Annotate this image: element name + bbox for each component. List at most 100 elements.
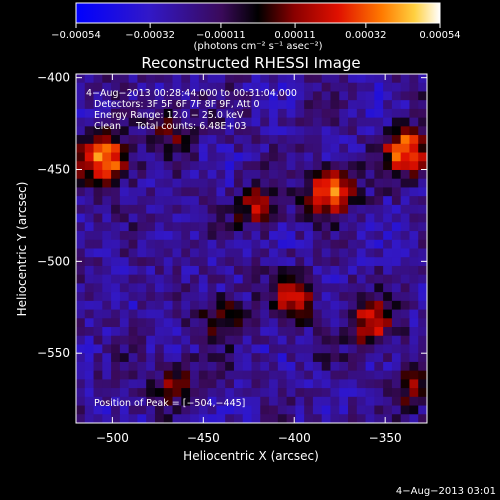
heatmap-cell	[286, 117, 296, 127]
heatmap-cell	[198, 161, 209, 171]
heatmap-cell	[76, 117, 86, 127]
heatmap-cell	[400, 283, 410, 293]
heatmap-cell	[365, 239, 375, 249]
heatmap-cell	[93, 231, 103, 241]
heatmap-cell	[348, 204, 358, 215]
heatmap-cell	[102, 283, 112, 293]
heatmap-cell	[242, 239, 252, 249]
heatmap-cell	[260, 361, 270, 372]
heatmap-cell	[277, 300, 288, 311]
heatmap-cell	[172, 91, 182, 101]
heatmap-cell	[111, 344, 121, 354]
heatmap-cell	[163, 309, 174, 319]
heatmap-cell	[418, 74, 427, 84]
heatmap-cell	[391, 117, 402, 127]
heatmap-cell	[190, 91, 200, 101]
heatmap-cell	[251, 239, 261, 249]
heatmap-cell	[321, 327, 331, 337]
heatmap-cell	[400, 135, 410, 145]
heatmap-cell	[128, 204, 138, 215]
heatmap-cell	[374, 414, 384, 423]
heatmap-cell	[93, 74, 103, 84]
heatmap-cell	[163, 265, 174, 276]
heatmap-cell	[330, 187, 340, 197]
heatmap-cell	[295, 388, 305, 398]
heatmap-cell	[119, 152, 130, 162]
heatmap-cell	[242, 353, 252, 363]
heatmap-cell	[225, 257, 235, 267]
heatmap-cell	[260, 231, 270, 241]
heatmap-cell	[111, 353, 121, 363]
heatmap-cell	[269, 196, 279, 206]
heatmap-cell	[163, 388, 174, 398]
heatmap-cell	[374, 91, 384, 101]
heatmap-cell	[128, 178, 138, 188]
heatmap-cell	[304, 257, 314, 267]
heatmap-cell	[295, 414, 305, 423]
heatmap-cell	[84, 370, 95, 380]
heatmap-cell	[84, 91, 95, 101]
heatmap-cell	[137, 388, 147, 398]
heatmap-cell	[146, 126, 156, 136]
heatmap-cell	[365, 248, 375, 258]
heatmap-cell	[339, 152, 349, 162]
heatmap-cell	[304, 135, 314, 145]
heatmap-cell	[277, 388, 288, 398]
heatmap-cell	[146, 196, 156, 206]
heatmap-cell	[277, 283, 288, 293]
heatmap-cell	[84, 213, 95, 223]
heatmap-cell	[76, 327, 86, 337]
heatmap-cell	[339, 361, 349, 372]
heatmap-cell	[409, 196, 419, 206]
heatmap-cell	[172, 187, 182, 197]
heatmap-cell	[312, 126, 323, 136]
heatmap-cell	[365, 196, 375, 206]
heatmap-cell	[304, 414, 314, 423]
heatmap-cell	[260, 309, 270, 319]
heatmap-cell	[225, 344, 235, 354]
heatmap-cell	[128, 169, 138, 180]
heatmap-cell	[111, 152, 121, 162]
heatmap-cell	[383, 248, 393, 258]
heatmap-cell	[207, 292, 217, 302]
heatmap-cell	[312, 152, 323, 162]
heatmap-cell	[190, 309, 200, 319]
heatmap-cell	[269, 169, 279, 180]
heatmap-cell	[348, 300, 358, 311]
heatmap-cell	[400, 327, 410, 337]
heatmap-cell	[181, 82, 191, 92]
heatmap-cell	[348, 265, 358, 276]
heatmap-cell	[119, 318, 130, 328]
heatmap-cell	[181, 169, 191, 180]
heatmap-cell	[383, 353, 393, 363]
heatmap-cell	[233, 248, 244, 258]
heatmap-cell	[216, 379, 226, 389]
heatmap-cell	[172, 74, 182, 84]
heatmap-cell	[286, 327, 296, 337]
heatmap-cell	[242, 126, 252, 136]
heatmap-cell	[172, 265, 182, 276]
heatmap-cell	[198, 379, 209, 389]
heatmap-cell	[76, 396, 86, 407]
heatmap-cell	[146, 265, 156, 276]
heatmap-cell	[312, 82, 323, 92]
heatmap-cell	[163, 91, 174, 101]
heatmap-cell	[304, 143, 314, 154]
heatmap-cell	[339, 222, 349, 232]
heatmap-cell	[260, 108, 270, 119]
heatmap-cell	[137, 396, 147, 407]
annotation-peak-position: Position of Peak = [−504,−445]	[94, 398, 245, 409]
heatmap-cell	[269, 108, 279, 119]
heatmap-cell	[119, 283, 130, 293]
heatmap-cell	[409, 239, 419, 249]
heatmap-cell	[119, 327, 130, 337]
heatmap-cell	[374, 74, 384, 84]
heatmap-cell	[207, 414, 217, 423]
heatmap-cell	[374, 292, 384, 302]
heatmap-cell	[93, 327, 103, 337]
heatmap-cell	[339, 318, 349, 328]
heatmap-cell	[190, 379, 200, 389]
heatmap-cell	[383, 161, 393, 171]
heatmap-cell	[269, 388, 279, 398]
heatmap-cell	[418, 161, 427, 171]
